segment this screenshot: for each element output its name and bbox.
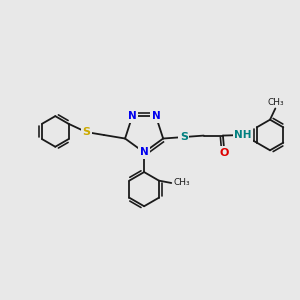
Text: N: N (140, 147, 148, 158)
Text: N: N (128, 111, 137, 121)
Text: N: N (152, 111, 160, 121)
Text: NH: NH (234, 130, 252, 140)
Text: O: O (220, 148, 229, 158)
Text: CH₃: CH₃ (174, 178, 190, 188)
Text: CH₃: CH₃ (267, 98, 284, 107)
Text: S: S (180, 132, 188, 142)
Text: S: S (82, 127, 90, 137)
